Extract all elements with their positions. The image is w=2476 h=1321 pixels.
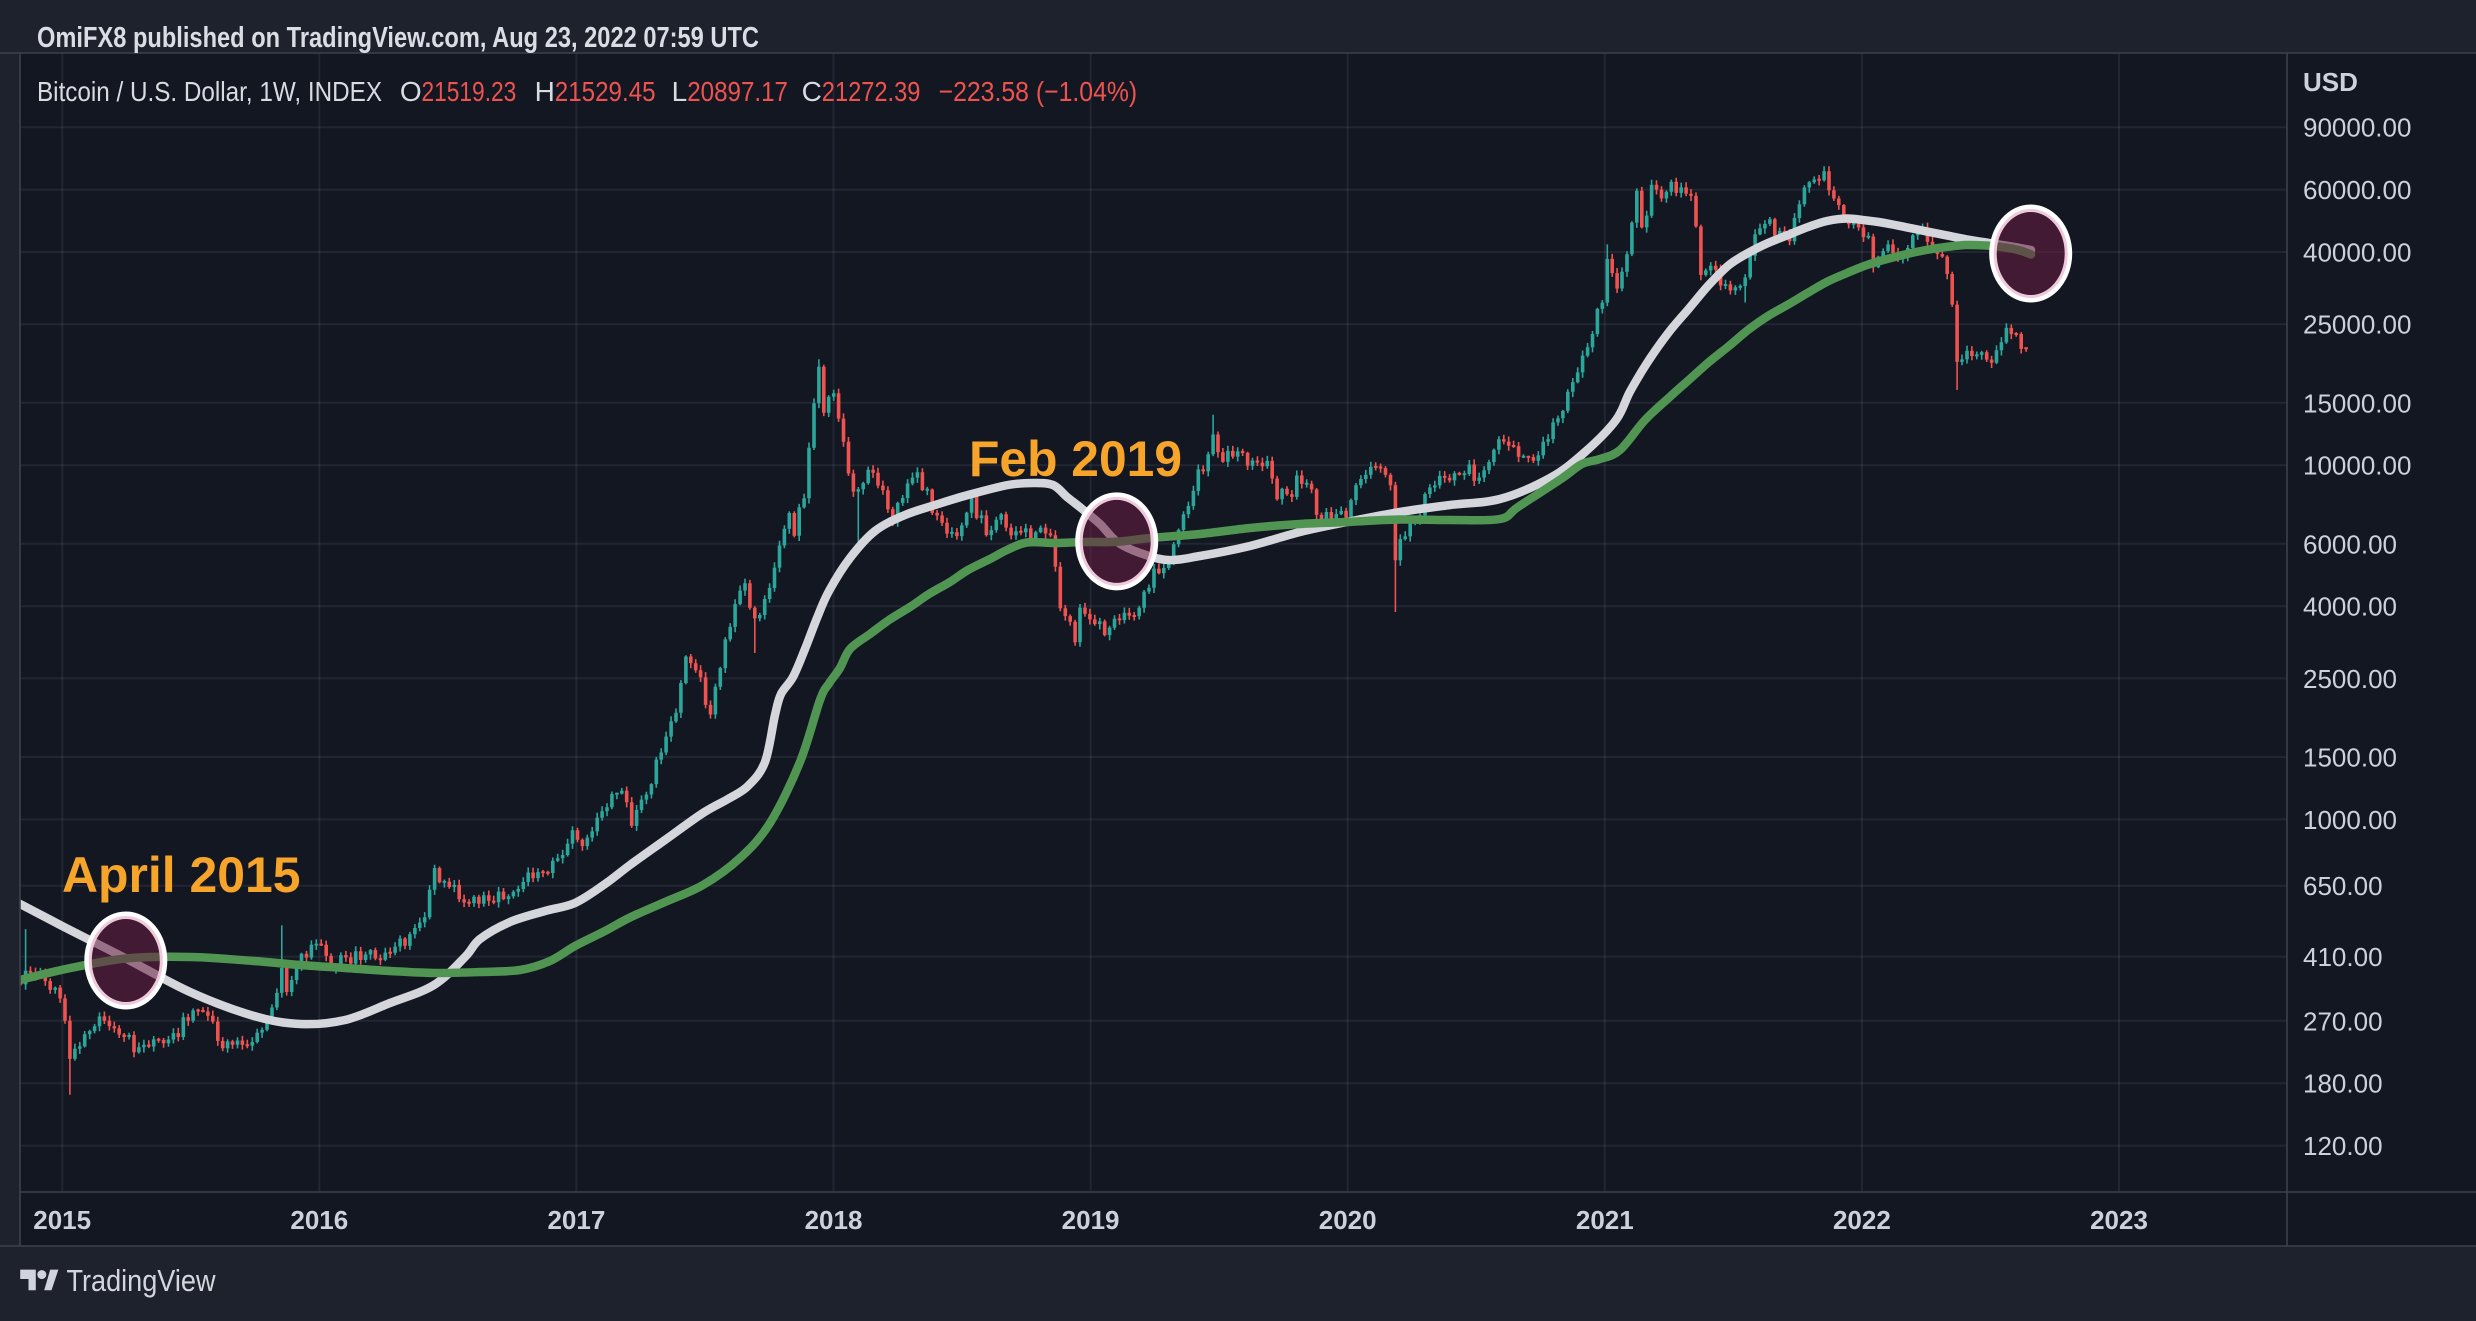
svg-text:April 2015: April 2015	[62, 847, 301, 903]
svg-text:2016: 2016	[290, 1205, 348, 1235]
svg-text:20897.17: 20897.17	[687, 76, 788, 107]
svg-text:120.00: 120.00	[2303, 1131, 2383, 1161]
svg-text:O: O	[400, 76, 422, 107]
svg-text:Bitcoin / U.S. Dollar, 1W, IND: Bitcoin / U.S. Dollar, 1W, INDEX	[37, 76, 382, 107]
svg-text:180.00: 180.00	[2303, 1069, 2383, 1099]
svg-text:1000.00: 1000.00	[2303, 805, 2397, 835]
svg-text:USD: USD	[2303, 67, 2358, 97]
svg-text:2018: 2018	[805, 1205, 863, 1235]
svg-text:2021: 2021	[1576, 1205, 1634, 1235]
svg-text:410.00: 410.00	[2303, 942, 2383, 972]
svg-text:2020: 2020	[1319, 1205, 1377, 1235]
svg-text:C: C	[802, 76, 822, 107]
svg-text:OmiFX8 published on TradingVie: OmiFX8 published on TradingView.com, Aug…	[37, 22, 759, 54]
svg-text:4000.00: 4000.00	[2303, 592, 2397, 622]
svg-text:H: H	[535, 76, 555, 107]
svg-text:90000.00: 90000.00	[2303, 113, 2411, 143]
svg-text:15000.00: 15000.00	[2303, 388, 2411, 418]
svg-text:650.00: 650.00	[2303, 871, 2383, 901]
svg-text:2023: 2023	[2090, 1205, 2148, 1235]
svg-text:Feb 2019: Feb 2019	[969, 431, 1182, 487]
svg-text:21529.45: 21529.45	[555, 76, 656, 107]
svg-text:40000.00: 40000.00	[2303, 238, 2411, 268]
svg-text:L: L	[672, 76, 688, 107]
svg-text:25000.00: 25000.00	[2303, 310, 2411, 340]
svg-text:60000.00: 60000.00	[2303, 175, 2411, 205]
svg-text:1500.00: 1500.00	[2303, 743, 2397, 773]
svg-text:2017: 2017	[547, 1205, 605, 1235]
svg-text:21519.23: 21519.23	[422, 76, 517, 107]
svg-text:2500.00: 2500.00	[2303, 664, 2397, 694]
svg-text:6000.00: 6000.00	[2303, 529, 2397, 559]
svg-text:2022: 2022	[1833, 1205, 1891, 1235]
svg-text:2019: 2019	[1062, 1205, 1120, 1235]
svg-text:270.00: 270.00	[2303, 1006, 2383, 1036]
svg-text:10000.00: 10000.00	[2303, 451, 2411, 481]
svg-text:TradingView: TradingView	[67, 1263, 217, 1298]
svg-text:−223.58 (−1.04%): −223.58 (−1.04%)	[939, 76, 1138, 107]
svg-text:21272.39: 21272.39	[822, 76, 921, 107]
svg-text:2015: 2015	[33, 1205, 91, 1235]
